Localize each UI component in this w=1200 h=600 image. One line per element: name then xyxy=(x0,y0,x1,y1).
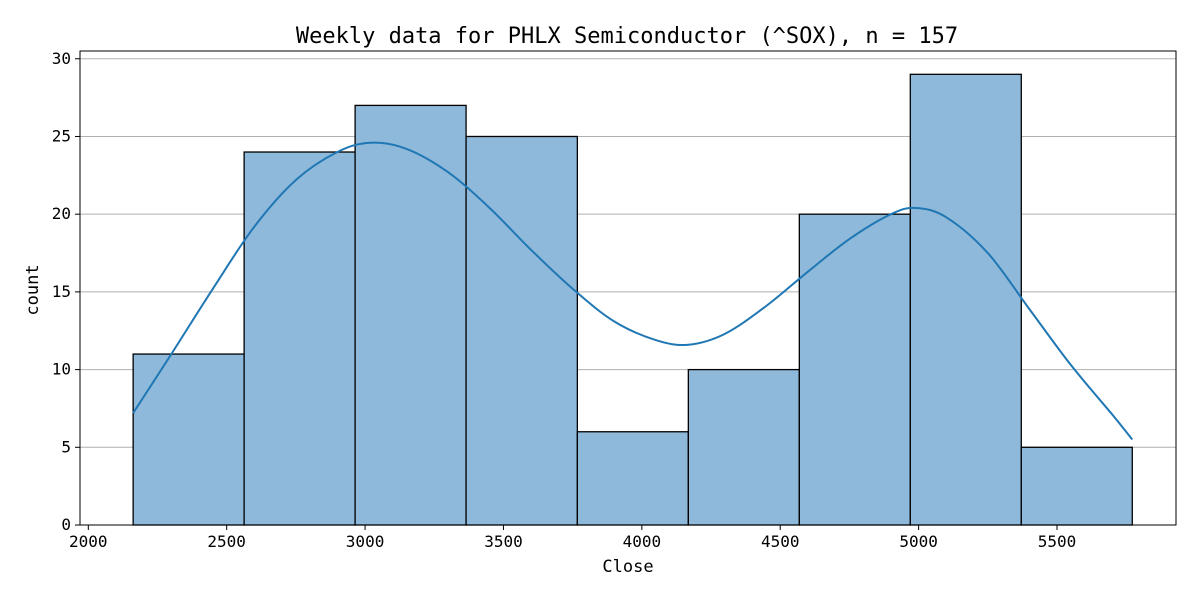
y-tick-label: 0 xyxy=(61,515,71,534)
y-tick-label: 10 xyxy=(52,360,71,379)
bars xyxy=(132,73,1133,526)
x-tick-label: 4500 xyxy=(761,532,800,551)
kde-curve xyxy=(132,141,1134,441)
x-axis-label: Close xyxy=(602,557,653,577)
histogram-bar xyxy=(798,213,911,526)
histogram-bar xyxy=(132,353,245,526)
x-tick-label: 4000 xyxy=(623,532,662,551)
y-axis-label: count xyxy=(23,264,43,315)
histogram-bar xyxy=(909,73,1022,526)
histogram-bar xyxy=(243,151,356,526)
y-tick-label: 15 xyxy=(52,282,71,301)
x-tick-label: 5000 xyxy=(899,532,938,551)
histogram-bar xyxy=(576,431,689,526)
y-axis-ticks: 0 5 10 15 20 25 30 xyxy=(52,49,80,534)
histogram-bar xyxy=(1020,446,1133,526)
y-tick-label: 25 xyxy=(52,126,71,145)
histogram-bar xyxy=(465,135,579,526)
histogram-bar xyxy=(354,104,467,526)
histogram-bar xyxy=(687,368,800,526)
kde-line xyxy=(132,141,1134,441)
y-tick-label: 5 xyxy=(61,437,71,456)
x-tick-label: 3500 xyxy=(484,532,523,551)
x-tick-label: 5500 xyxy=(1038,532,1077,551)
y-tick-label: 30 xyxy=(52,49,71,68)
plot-frame xyxy=(79,50,1177,526)
x-tick-label: 3000 xyxy=(346,532,385,551)
chart-title: Weekly data for PHLX Semiconductor (^SOX… xyxy=(296,24,958,49)
x-tick-label: 2500 xyxy=(207,532,246,551)
y-tick-label: 20 xyxy=(52,204,71,223)
x-axis-ticks: 2000 2500 3000 3500 4000 4500 5000 5500 xyxy=(69,525,1076,551)
x-tick-label: 2000 xyxy=(69,532,108,551)
